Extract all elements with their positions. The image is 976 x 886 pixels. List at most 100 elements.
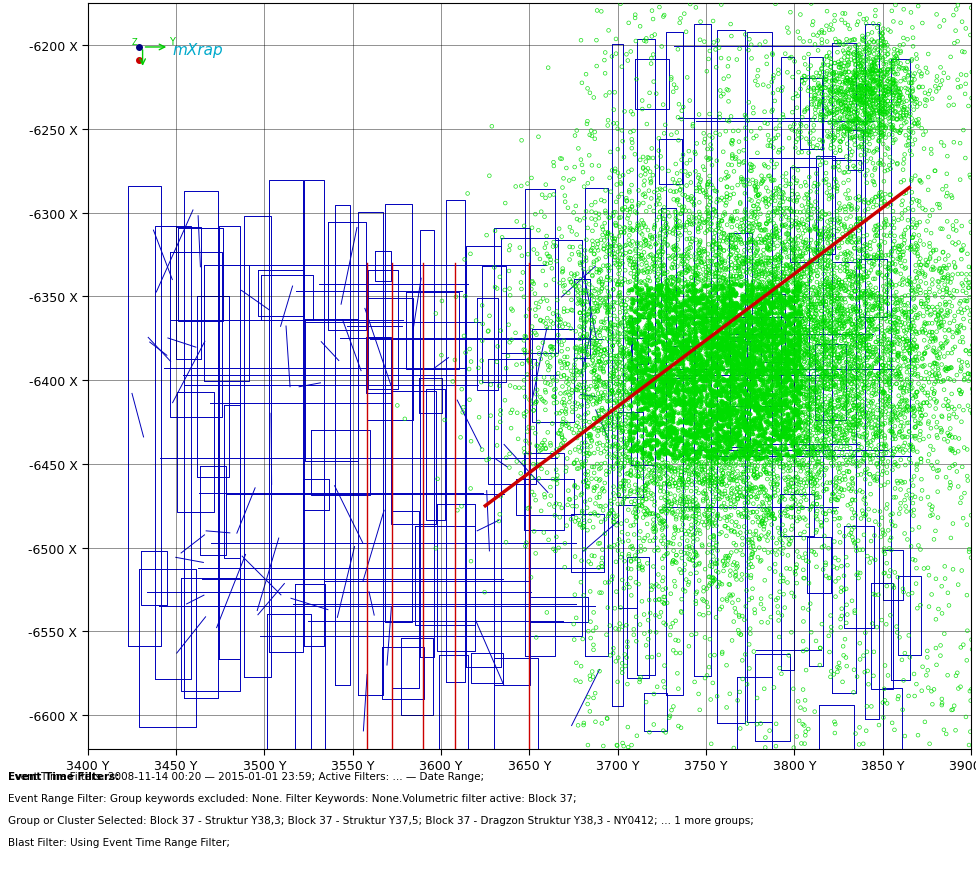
Point — [732, 300, 748, 315]
Point — [764, 307, 780, 321]
Point — [806, 83, 822, 97]
Point — [775, 316, 791, 330]
Point — [793, 381, 808, 395]
Point — [672, 471, 688, 486]
Point — [659, 361, 674, 375]
Point — [820, 304, 835, 318]
Point — [645, 517, 661, 532]
Point — [876, 296, 892, 310]
Point — [963, 304, 976, 318]
Point — [724, 229, 740, 243]
Point — [765, 278, 781, 292]
Point — [871, 450, 886, 464]
Point — [652, 306, 668, 320]
Point — [752, 346, 767, 361]
Point — [708, 43, 723, 58]
Point — [607, 86, 623, 100]
Point — [669, 335, 684, 349]
Point — [761, 408, 777, 422]
Point — [778, 180, 793, 194]
Point — [741, 331, 756, 346]
Point — [888, 50, 904, 64]
Point — [614, 391, 630, 405]
Point — [840, 304, 856, 318]
Point — [766, 133, 782, 147]
Point — [725, 451, 741, 465]
Point — [712, 307, 728, 322]
Point — [853, 222, 869, 236]
Point — [749, 397, 764, 411]
Point — [869, 220, 884, 234]
Point — [893, 268, 909, 282]
Point — [711, 291, 726, 305]
Point — [737, 388, 752, 402]
Point — [712, 352, 727, 366]
Point — [858, 412, 874, 426]
Point — [740, 407, 755, 421]
Point — [600, 381, 616, 395]
Point — [573, 675, 589, 689]
Point — [839, 395, 855, 409]
Point — [837, 97, 853, 111]
Point — [643, 288, 659, 302]
Point — [655, 358, 671, 372]
Point — [839, 434, 855, 448]
Point — [743, 371, 758, 385]
Point — [838, 381, 854, 395]
Point — [684, 359, 700, 373]
Point — [618, 450, 633, 464]
Point — [942, 429, 957, 443]
Point — [807, 340, 823, 354]
Point — [688, 376, 704, 390]
Point — [762, 300, 778, 315]
Point — [568, 199, 584, 214]
Point — [792, 279, 807, 293]
Point — [692, 291, 708, 306]
Point — [883, 227, 899, 241]
Point — [690, 517, 706, 531]
Point — [816, 404, 832, 418]
Point — [684, 456, 700, 470]
Point — [653, 480, 669, 494]
Point — [939, 187, 955, 201]
Point — [791, 346, 806, 361]
Point — [652, 447, 668, 461]
Point — [948, 260, 963, 275]
Point — [673, 340, 689, 354]
Point — [845, 89, 861, 104]
Point — [739, 424, 754, 438]
Point — [639, 308, 655, 323]
Point — [671, 43, 686, 58]
Point — [880, 64, 896, 78]
Point — [793, 437, 809, 451]
Point — [572, 518, 588, 532]
Point — [679, 547, 695, 561]
Point — [728, 404, 744, 418]
Point — [730, 493, 746, 507]
Point — [653, 223, 669, 237]
Point — [668, 292, 683, 307]
Point — [733, 336, 749, 350]
Point — [677, 390, 693, 404]
Point — [686, 302, 702, 316]
Point — [752, 451, 767, 465]
Point — [598, 628, 614, 642]
Point — [699, 330, 714, 345]
Point — [744, 440, 759, 455]
Point — [831, 289, 846, 303]
Point — [835, 167, 851, 181]
Point — [764, 378, 780, 392]
Point — [793, 458, 808, 472]
Point — [958, 268, 974, 282]
Point — [607, 247, 623, 261]
Point — [626, 297, 641, 311]
Point — [766, 330, 782, 345]
Point — [606, 352, 622, 366]
Point — [672, 326, 688, 340]
Point — [617, 456, 632, 470]
Point — [823, 609, 838, 623]
Point — [640, 455, 656, 469]
Point — [568, 353, 584, 367]
Point — [660, 283, 675, 297]
Point — [656, 289, 671, 303]
